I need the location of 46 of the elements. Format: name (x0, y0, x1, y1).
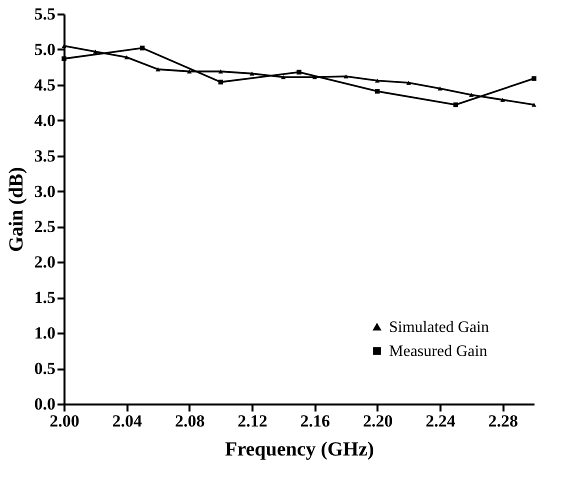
point (250, 72, 254, 76)
point (453, 102, 458, 108)
legend-label: Measured Gain (389, 343, 488, 360)
point (140, 46, 145, 50)
point (374, 78, 380, 83)
x-tick-label: 2.12 (238, 412, 268, 430)
x-axis-title: Frequency (GHz) (224, 438, 374, 460)
y-tick-label: 4.5 (34, 75, 56, 94)
point (156, 67, 160, 72)
y-tick-label: 4.0 (34, 110, 56, 130)
y-tick-label: 5.5 (34, 4, 56, 24)
point (438, 86, 442, 90)
point (532, 76, 536, 81)
point (218, 80, 224, 84)
x-tick-label: 2.04 (112, 412, 143, 430)
point (92, 50, 98, 54)
x-tick-label: 2.28 (488, 412, 518, 430)
point (374, 88, 380, 94)
y-tick-label: 1.0 (34, 324, 56, 343)
y-tick-label: 0.5 (34, 359, 56, 378)
y-tick-label: 2.0 (34, 252, 56, 272)
y-tick-label: 5.0 (34, 40, 56, 59)
x-tick-label: 2.24 (426, 412, 456, 430)
x-tick-label: 2.20 (362, 412, 393, 430)
point (468, 92, 474, 97)
point (406, 80, 412, 85)
point (312, 75, 318, 80)
point (500, 98, 506, 102)
point (62, 56, 66, 62)
point (532, 102, 536, 107)
y-tick-label: 0.0 (34, 394, 56, 414)
x-tick-label: 2.16 (300, 412, 330, 430)
y-tick-label: 2.5 (34, 217, 56, 236)
point (344, 74, 348, 78)
x-tick-label: 2.00 (50, 412, 80, 430)
point (218, 69, 224, 74)
legend-label: Simulated Gain (389, 319, 489, 336)
y-tick-label: 1.5 (34, 288, 56, 308)
x-tick-label: 2.08 (174, 412, 205, 430)
point (124, 55, 130, 60)
point (280, 75, 286, 80)
y-tick-label: 3.0 (34, 182, 56, 201)
y-tick-label: 3.5 (34, 146, 56, 166)
point (296, 70, 302, 74)
y-axis-title: Gain (dB) (5, 166, 28, 252)
point (186, 69, 192, 74)
